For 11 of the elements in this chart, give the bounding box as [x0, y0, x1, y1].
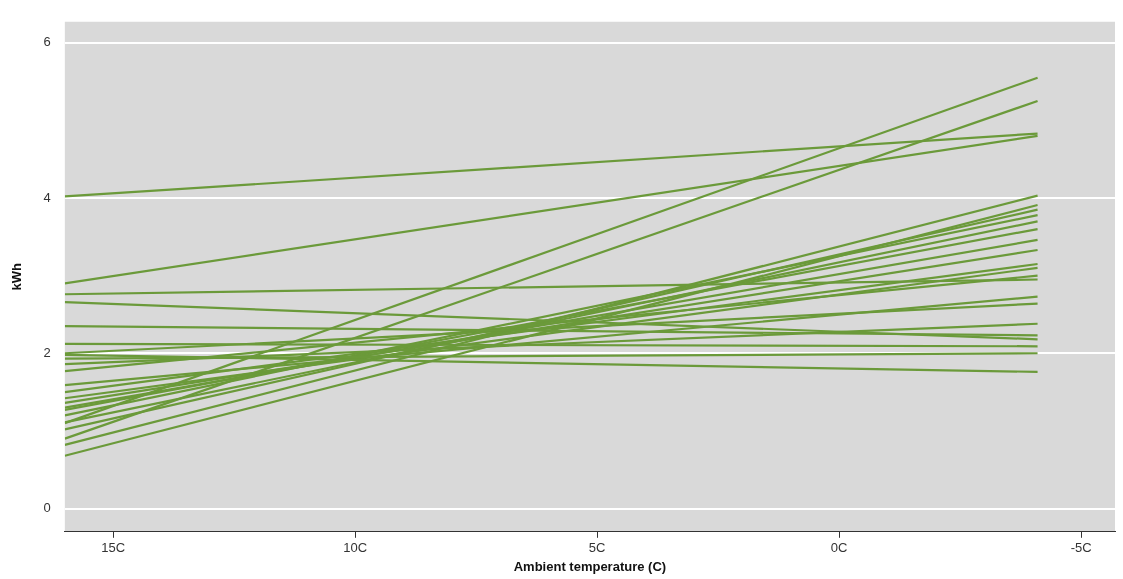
x-axis-title: Ambient temperature (C): [513, 558, 667, 574]
x-tick-label: 5C: [588, 540, 606, 556]
x-tick-label: -5C: [1070, 540, 1092, 556]
y-tick-label: 2: [43, 344, 51, 360]
x-tick-label: 15C: [101, 540, 126, 556]
y-tick-label: 0: [43, 500, 51, 516]
y-tick-label: 4: [43, 189, 51, 205]
x-tick-label: 0C: [830, 540, 848, 556]
y-tick-label: 6: [43, 34, 51, 50]
y-axis-title: kWh: [9, 263, 25, 291]
x-tick-label: 10C: [343, 540, 368, 556]
